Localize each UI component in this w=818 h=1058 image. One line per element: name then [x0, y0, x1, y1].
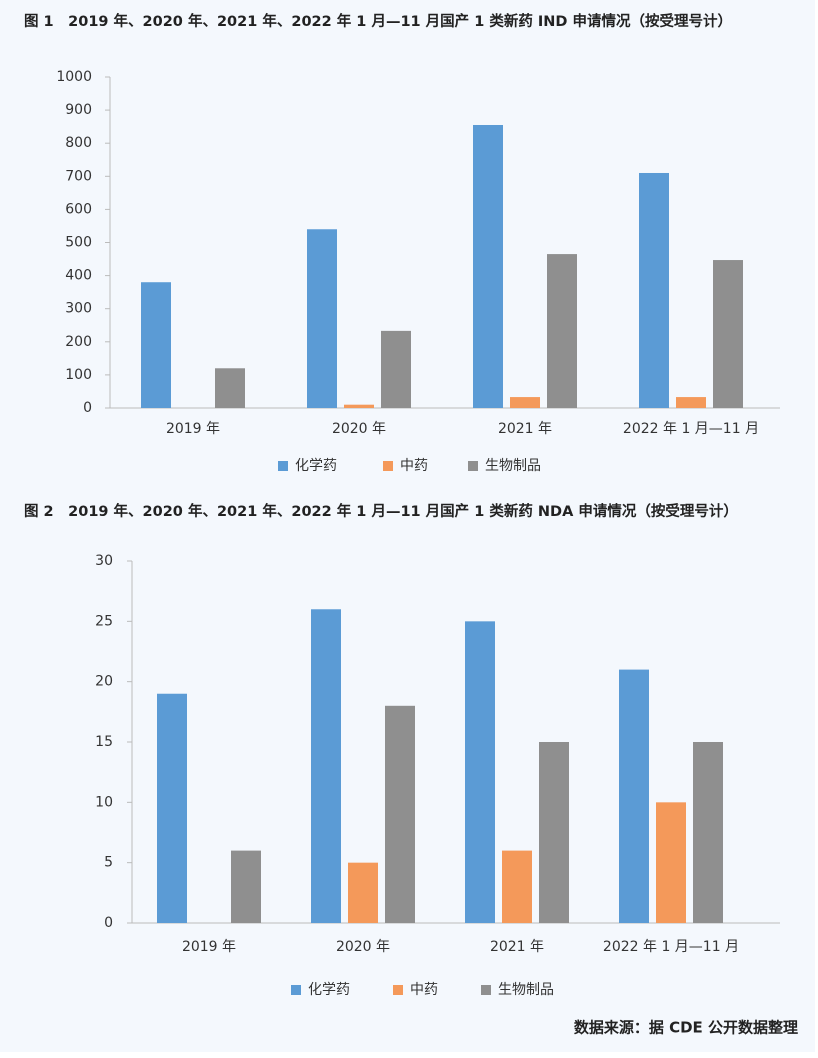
y-tick-label: 5 — [104, 855, 113, 871]
y-tick-label: 900 — [65, 102, 92, 118]
y-tick-label: 400 — [65, 268, 92, 284]
y-tick-label: 15 — [95, 734, 113, 750]
x-tick-label: 2020 年 — [336, 939, 390, 955]
x-tick-label: 2020 年 — [332, 421, 386, 437]
y-tick-label: 10 — [95, 794, 113, 810]
y-tick-label: 300 — [65, 301, 92, 317]
y-tick-label: 800 — [65, 135, 92, 151]
x-tick-label: 2021 年 — [498, 421, 552, 437]
chart-title: 图 2 2019 年、2020 年、2021 年、2022 年 1 月—11 月… — [24, 502, 738, 520]
legend-label: 化学药 — [295, 458, 337, 474]
y-tick-label: 100 — [65, 367, 92, 383]
bar — [215, 368, 245, 408]
legend-label: 中药 — [410, 982, 438, 998]
legend-swatch — [278, 461, 288, 471]
x-tick-label: 2022 年 1 月—11 月 — [623, 421, 759, 437]
x-tick-label: 2021 年 — [490, 939, 544, 955]
bar — [676, 397, 706, 408]
bar — [465, 621, 495, 923]
bar — [473, 124, 503, 409]
legend-label: 化学药 — [308, 982, 350, 998]
bar — [510, 397, 540, 408]
bar — [311, 609, 341, 923]
legend-swatch — [468, 461, 478, 471]
bar — [231, 850, 261, 923]
legend-swatch — [291, 985, 301, 995]
y-tick-label: 20 — [95, 674, 113, 690]
bar — [344, 404, 374, 408]
y-tick-label: 200 — [65, 334, 92, 350]
bar — [141, 282, 171, 408]
bar — [307, 229, 337, 408]
y-tick-label: 500 — [65, 235, 92, 251]
bar — [157, 693, 187, 923]
bar — [693, 742, 723, 923]
bar — [656, 802, 686, 923]
bar — [348, 862, 378, 923]
legend-label: 生物制品 — [498, 982, 554, 998]
bar — [547, 254, 577, 408]
x-tick-label: 2019 年 — [166, 421, 220, 437]
y-tick-label: 600 — [65, 201, 92, 217]
y-tick-label: 700 — [65, 168, 92, 184]
source-note: 数据来源：据 CDE 公开数据整理 — [574, 1019, 798, 1037]
bar — [639, 172, 669, 408]
y-tick-label: 0 — [83, 400, 92, 416]
legend-swatch — [393, 985, 403, 995]
bar — [713, 260, 743, 408]
legend-label: 中药 — [400, 458, 428, 474]
x-tick-label: 2019 年 — [182, 939, 236, 955]
bar — [381, 330, 411, 408]
bar — [539, 742, 569, 923]
y-tick-label: 30 — [95, 553, 113, 569]
y-tick-label: 25 — [95, 613, 113, 629]
legend-swatch — [481, 985, 491, 995]
bar — [385, 705, 415, 923]
x-tick-label: 2022 年 1 月—11 月 — [603, 939, 739, 955]
y-tick-label: 1000 — [56, 69, 92, 85]
bar — [502, 850, 532, 923]
chart-title: 图 1 2019 年、2020 年、2021 年、2022 年 1 月—11 月… — [24, 12, 732, 30]
bar — [619, 669, 649, 923]
y-tick-label: 0 — [104, 915, 113, 931]
legend-label: 生物制品 — [485, 458, 541, 474]
legend-swatch — [383, 461, 393, 471]
